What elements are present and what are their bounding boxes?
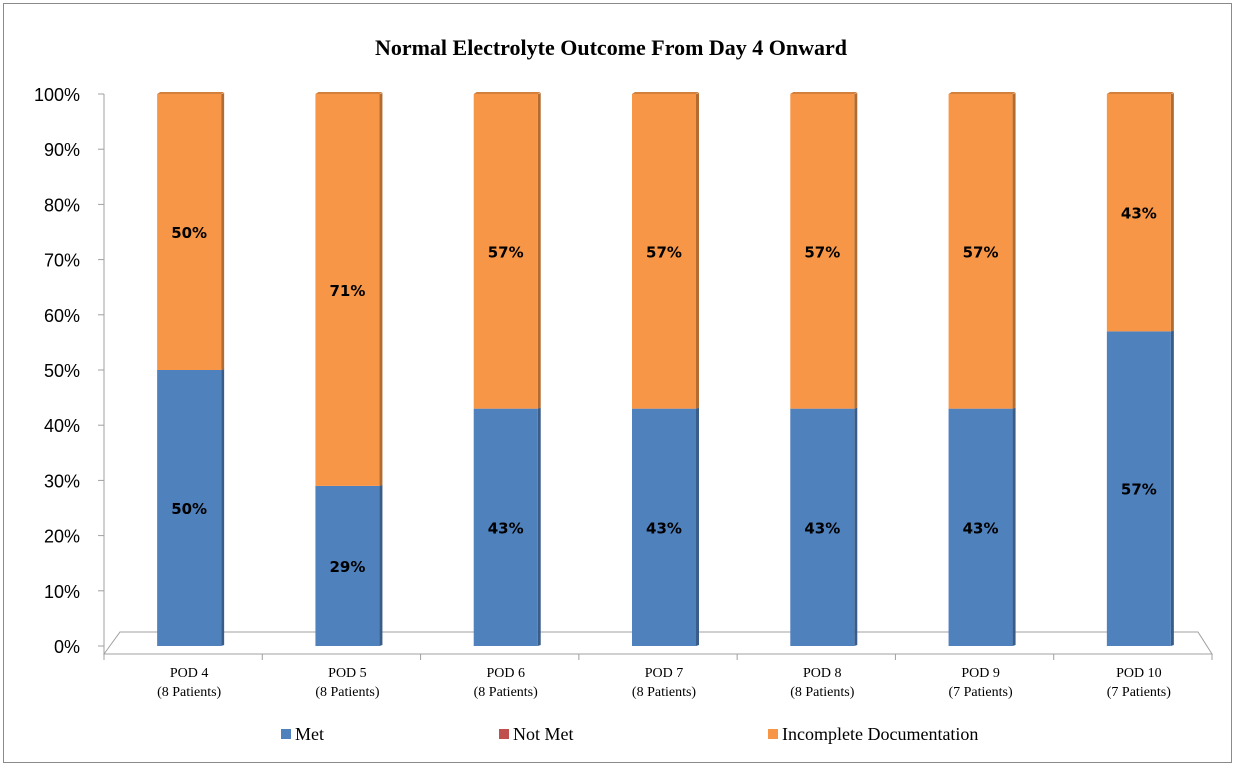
- bar-segment-met: 43%: [474, 408, 541, 646]
- bar-side: [379, 485, 382, 646]
- x-axis: POD 4 (8 Patients) POD 5 (8 Patients) POD 6 (…: [104, 654, 1212, 700]
- x-tick-sublabel: (8 Patients): [315, 685, 379, 700]
- bar-top: [949, 92, 1016, 94]
- y-tick-label: 100%: [34, 85, 80, 105]
- bar-side: [1171, 330, 1174, 646]
- bar-side: [538, 408, 541, 646]
- bar-top: [157, 92, 224, 94]
- legend-swatch: [499, 729, 509, 739]
- legend-swatch: [281, 729, 291, 739]
- x-tick-sublabel: (7 Patients): [948, 685, 1012, 700]
- legend-item-not-met: Not Met: [499, 724, 574, 744]
- legend-item-incomplete-documentation: Incomplete Documentation: [768, 724, 978, 744]
- data-label: 57%: [1121, 481, 1157, 499]
- legend-label: Not Met: [513, 724, 574, 744]
- data-label: 29%: [329, 558, 365, 576]
- bar-side: [221, 93, 224, 370]
- bar-top: [790, 92, 857, 94]
- bar-segment-incomplete-documentation: 57%: [949, 92, 1016, 409]
- y-tick-label: 20%: [44, 527, 80, 547]
- x-tick-sublabel: (8 Patients): [790, 685, 854, 700]
- x-tick-label: POD 7: [645, 666, 684, 681]
- bar-side: [538, 93, 541, 409]
- bar-side: [379, 93, 382, 486]
- data-label: 50%: [171, 224, 207, 242]
- bar-segment-incomplete-documentation: 57%: [790, 92, 857, 409]
- bar-segment-met: 50%: [157, 369, 224, 646]
- y-tick-label: 70%: [44, 251, 80, 271]
- chart-title: Normal Electrolyte Outcome From Day 4 On…: [375, 35, 847, 60]
- data-label: 57%: [804, 243, 840, 261]
- bar-segment-met: 43%: [949, 408, 1016, 646]
- bar-segment-incomplete-documentation: 50%: [157, 92, 224, 370]
- data-label: 57%: [488, 243, 524, 261]
- bar-side: [1013, 408, 1016, 646]
- x-tick-label: POD 5: [328, 666, 367, 681]
- bar-segment-met: 57%: [1107, 330, 1174, 646]
- bar-segment-incomplete-documentation: 57%: [632, 92, 699, 409]
- legend-label: Incomplete Documentation: [782, 724, 978, 744]
- bar-side: [1013, 93, 1016, 409]
- bar-segment-met: 43%: [790, 408, 857, 646]
- bar-segment-met: 29%: [315, 485, 382, 646]
- bar-side: [696, 408, 699, 646]
- y-tick-label: 40%: [44, 416, 80, 436]
- legend-swatch: [768, 729, 778, 739]
- bar-top: [315, 92, 382, 94]
- data-label: 43%: [488, 519, 524, 537]
- data-label: 43%: [963, 519, 999, 537]
- data-label: 43%: [804, 519, 840, 537]
- bar-top: [1107, 92, 1174, 94]
- bar-segment-incomplete-documentation: 57%: [474, 92, 541, 409]
- data-label: 50%: [171, 500, 207, 518]
- bar-side: [1171, 93, 1174, 331]
- bar-segment-incomplete-documentation: 43%: [1107, 92, 1174, 331]
- x-tick-sublabel: (8 Patients): [632, 685, 696, 700]
- bar-side: [854, 93, 857, 409]
- x-tick-sublabel: (8 Patients): [157, 685, 221, 700]
- data-label: 71%: [329, 282, 365, 300]
- y-tick-label: 90%: [44, 140, 80, 160]
- bar-segment-met: 43%: [632, 408, 699, 646]
- y-tick-label: 0%: [54, 637, 80, 657]
- x-tick-label: POD 8: [803, 666, 842, 681]
- bar-side: [696, 93, 699, 409]
- data-label: 43%: [1121, 205, 1157, 223]
- legend-item-met: Met: [281, 724, 324, 744]
- bars: 50% 50% 29% 71% 43% 57% 43% 57% 43% 57% 43% 57% 57% 4…: [157, 92, 1174, 646]
- bar-top: [632, 92, 699, 94]
- bar-segment-incomplete-documentation: 71%: [315, 92, 382, 486]
- legend: Met Not Met Incomplete Documentation: [281, 724, 978, 744]
- x-tick-label: POD 4: [170, 666, 209, 681]
- bar-side: [854, 408, 857, 646]
- x-tick-label: POD 9: [961, 666, 1000, 681]
- data-label: 43%: [646, 519, 682, 537]
- bar-top: [474, 92, 541, 94]
- y-tick-label: 10%: [44, 582, 80, 602]
- y-tick-label: 50%: [44, 361, 80, 381]
- legend-label: Met: [295, 724, 324, 744]
- y-tick-label: 80%: [44, 195, 80, 215]
- y-axis: 0% 10% 20% 30% 40% 50% 60% 70% 80% 90% 100%: [34, 85, 104, 657]
- x-tick-label: POD 10: [1116, 666, 1162, 681]
- y-tick-label: 30%: [44, 471, 80, 491]
- x-tick-sublabel: (8 Patients): [474, 685, 538, 700]
- bar-side: [221, 369, 224, 646]
- y-tick-label: 60%: [44, 306, 80, 326]
- x-tick-sublabel: (7 Patients): [1107, 685, 1171, 700]
- x-tick-label: POD 6: [486, 666, 525, 681]
- data-label: 57%: [646, 243, 682, 261]
- data-label: 57%: [963, 243, 999, 261]
